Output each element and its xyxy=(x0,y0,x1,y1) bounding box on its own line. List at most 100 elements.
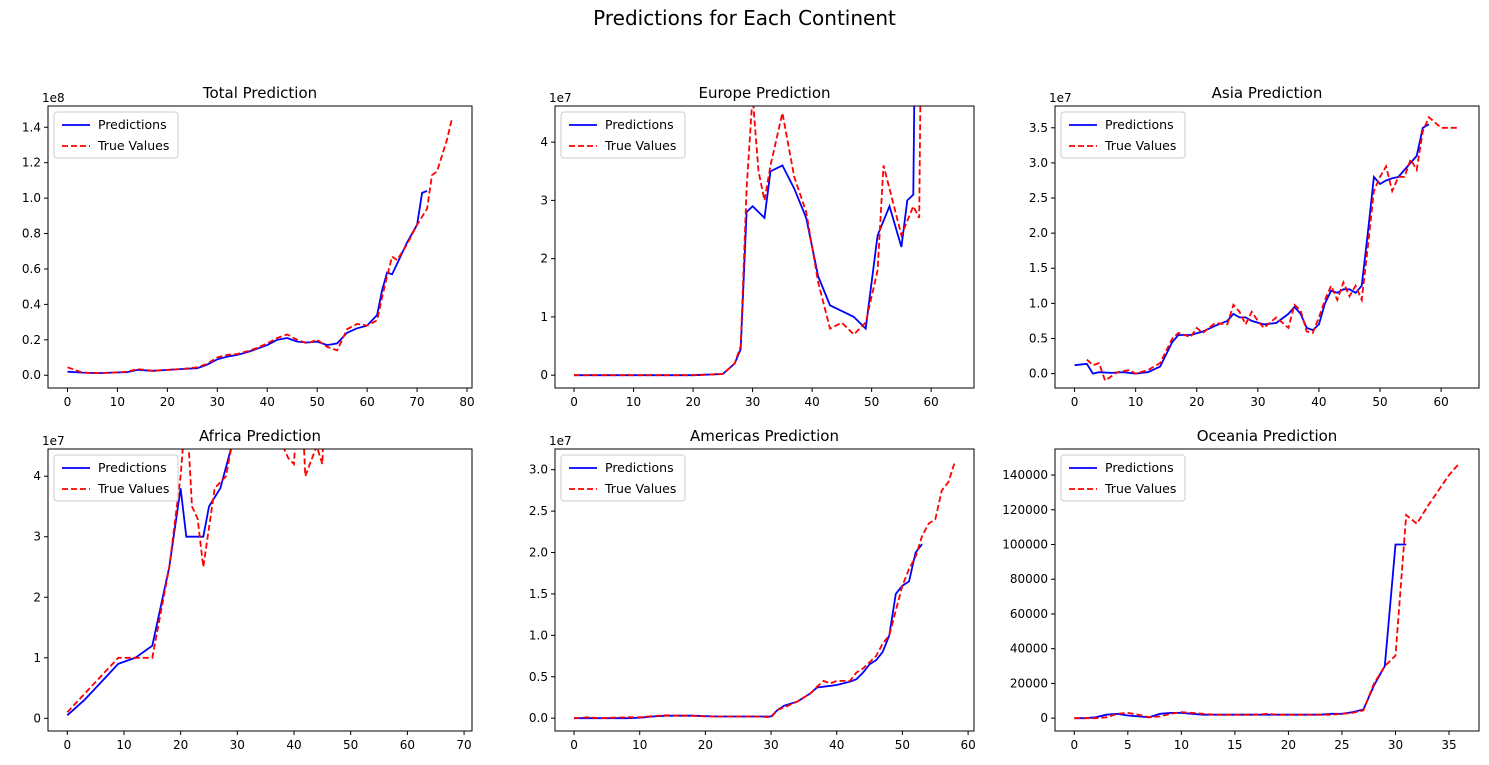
y-tick-label: 0.6 xyxy=(22,262,41,276)
x-tick-label: 40 xyxy=(829,738,844,752)
y-tick-label: 20000 xyxy=(1010,676,1048,690)
x-tick-label: 30 xyxy=(230,738,245,752)
y-exponent-label: 1e7 xyxy=(1049,91,1072,105)
x-tick-label: 0 xyxy=(1070,738,1078,752)
x-tick-label: 60 xyxy=(400,738,415,752)
legend-label: Predictions xyxy=(98,117,167,132)
x-tick-label: 30 xyxy=(763,738,778,752)
x-tick-label: 20 xyxy=(1189,395,1204,409)
y-exponent-label: 1e7 xyxy=(42,434,65,448)
x-tick-label: 60 xyxy=(924,395,939,409)
x-tick-label: 10 xyxy=(110,395,125,409)
y-tick-label: 0.8 xyxy=(22,227,41,241)
series-line-predictions xyxy=(1074,543,1407,720)
y-tick-label: 2.0 xyxy=(1029,226,1048,240)
y-tick-label: 1.5 xyxy=(529,587,548,601)
y-tick-label: 100000 xyxy=(1002,538,1048,552)
x-tick-label: 25 xyxy=(1334,738,1349,752)
subplot-title: Oceania Prediction xyxy=(1197,427,1338,445)
y-tick-label: 1.2 xyxy=(22,156,41,170)
subplot-2: 0 10 20 30 40 50 60 0.0 0.5 1.0 1.5 2.0 2.5 3.0 3.5 Asi… xyxy=(1029,84,1480,409)
y-exponent-label: 1e7 xyxy=(549,91,572,105)
x-tick-label: 60 xyxy=(1433,395,1448,409)
y-tick-label: 0.0 xyxy=(1029,367,1048,381)
y-tick-label: 1.0 xyxy=(22,191,41,205)
y-tick-label: 60000 xyxy=(1010,607,1048,621)
series-line-predictions xyxy=(66,449,232,716)
series-line-true-values xyxy=(1074,462,1461,720)
x-tick-label: 70 xyxy=(409,395,424,409)
subplot-1: 0 10 20 30 40 50 60 0 1 2 3 4 Europe Prediction 1e7 Pr… xyxy=(540,84,975,409)
y-tick-label: 0.5 xyxy=(1029,331,1048,345)
x-tick-label: 10 xyxy=(1174,738,1189,752)
x-tick-label: 30 xyxy=(1250,395,1265,409)
y-tick-label: 0 xyxy=(33,711,41,725)
y-exponent-label: 1e7 xyxy=(549,434,572,448)
legend-label: Predictions xyxy=(1105,117,1174,132)
x-tick-label: 30 xyxy=(745,395,760,409)
axes-frame xyxy=(47,448,473,732)
x-tick-label: 20 xyxy=(698,738,713,752)
x-tick-label: 40 xyxy=(804,395,819,409)
y-tick-label: 1.0 xyxy=(1029,296,1048,310)
legend-label: True Values xyxy=(97,138,169,153)
subplot-0: 0 10 20 30 40 50 60 70 80 0.0 0.2 0.4 0.6 0.8 1.0 1.2 1.… xyxy=(22,84,475,409)
x-tick-label: 0 xyxy=(64,395,72,409)
y-tick-label: 0.5 xyxy=(529,670,548,684)
x-tick-label: 20 xyxy=(1281,738,1296,752)
y-tick-label: 80000 xyxy=(1010,572,1048,586)
subplot-title: Africa Prediction xyxy=(199,427,321,445)
x-tick-label: 30 xyxy=(1388,738,1403,752)
legend-label: True Values xyxy=(604,481,676,496)
series-line-true-values xyxy=(66,449,324,713)
y-tick-label: 40000 xyxy=(1010,642,1048,656)
x-tick-label: 40 xyxy=(286,738,301,752)
y-tick-label: 0.4 xyxy=(22,297,41,311)
x-tick-label: 60 xyxy=(960,738,975,752)
series-line-true-values xyxy=(573,461,956,720)
y-tick-label: 1.4 xyxy=(22,120,41,134)
subplot-title: Europe Prediction xyxy=(698,84,830,102)
legend-label: Predictions xyxy=(1105,460,1174,475)
x-tick-label: 10 xyxy=(116,738,131,752)
x-tick-label: 0 xyxy=(1071,395,1079,409)
legend-label: True Values xyxy=(97,481,169,496)
subplot-4: 0 10 20 30 40 50 60 0.0 0.5 1.0 1.5 2.0 2.5 3.0 Americ… xyxy=(529,427,976,752)
y-tick-label: 3 xyxy=(540,193,548,207)
x-tick-label: 15 xyxy=(1227,738,1242,752)
x-tick-label: 40 xyxy=(1311,395,1326,409)
y-tick-label: 3.0 xyxy=(529,463,548,477)
subplot-title: Americas Prediction xyxy=(690,427,839,445)
x-tick-label: 60 xyxy=(359,395,374,409)
x-tick-label: 0 xyxy=(570,395,578,409)
y-tick-label: 4 xyxy=(33,469,41,483)
x-tick-label: 50 xyxy=(895,738,910,752)
y-tick-label: 120000 xyxy=(1002,503,1048,517)
y-tick-label: 1 xyxy=(33,651,41,665)
x-tick-label: 50 xyxy=(1372,395,1387,409)
legend-label: True Values xyxy=(1104,481,1176,496)
legend-label: True Values xyxy=(604,138,676,153)
x-tick-label: 10 xyxy=(632,738,647,752)
y-tick-label: 0.0 xyxy=(529,711,548,725)
y-tick-label: 1.0 xyxy=(529,628,548,642)
subplot-5: 0 5 10 15 20 25 30 35 0 20000 40000 60000 80000 10000… xyxy=(1002,427,1480,752)
y-tick-label: 0.2 xyxy=(22,333,41,347)
y-tick-label: 2.5 xyxy=(529,504,548,518)
legend-label: Predictions xyxy=(605,117,674,132)
legend-label: Predictions xyxy=(605,460,674,475)
series-line-predictions xyxy=(67,190,428,375)
y-tick-label: 3.5 xyxy=(1029,121,1048,135)
x-tick-label: 70 xyxy=(456,738,471,752)
subplot-title: Asia Prediction xyxy=(1212,84,1323,102)
figure-title: Predictions for Each Continent xyxy=(593,6,896,30)
legend-label: Predictions xyxy=(98,460,167,475)
y-tick-label: 1 xyxy=(540,310,548,324)
x-tick-label: 80 xyxy=(459,395,474,409)
y-tick-label: 0 xyxy=(1040,711,1048,725)
y-tick-label: 3.0 xyxy=(1029,156,1048,170)
axes-frame xyxy=(1054,448,1480,732)
x-tick-label: 35 xyxy=(1441,738,1456,752)
x-tick-label: 20 xyxy=(173,738,188,752)
series-line-true-values xyxy=(67,118,453,375)
